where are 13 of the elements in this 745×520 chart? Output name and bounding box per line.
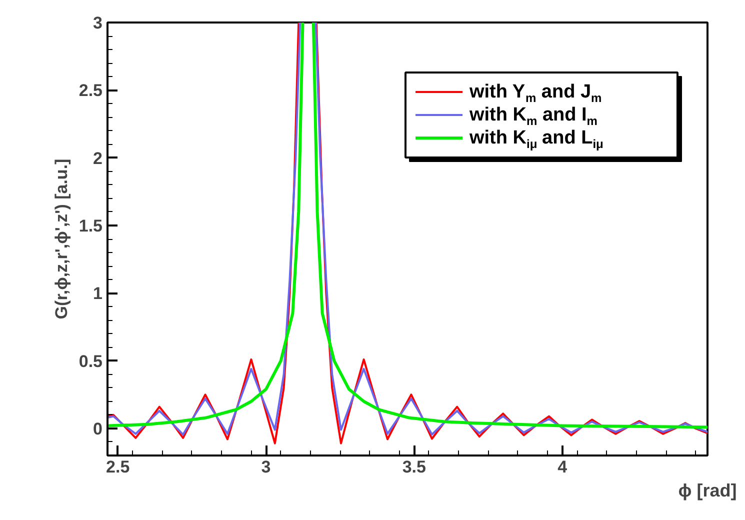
y-tick-label: 0.5 (78, 352, 103, 371)
y-tick-label: 1.5 (78, 216, 103, 236)
x-tick-label: 3 (261, 458, 271, 476)
y-tick-label: 0 (93, 419, 103, 438)
y-tick-label: 3 (93, 14, 103, 32)
x-tick-label: 4 (558, 458, 568, 476)
y-tick-label: 2.5 (78, 81, 103, 100)
y-tick-label: 2 (93, 148, 103, 168)
x-tick-label: 2.5 (106, 458, 130, 476)
y-axis-title: G(r,ϕ,z,r',ϕ',z') [a.u.] (52, 158, 71, 320)
y-tick-label: 1 (93, 284, 103, 304)
x-axis-title: ϕ [rad] (678, 480, 737, 500)
x-tick-label: 3.5 (402, 458, 426, 476)
